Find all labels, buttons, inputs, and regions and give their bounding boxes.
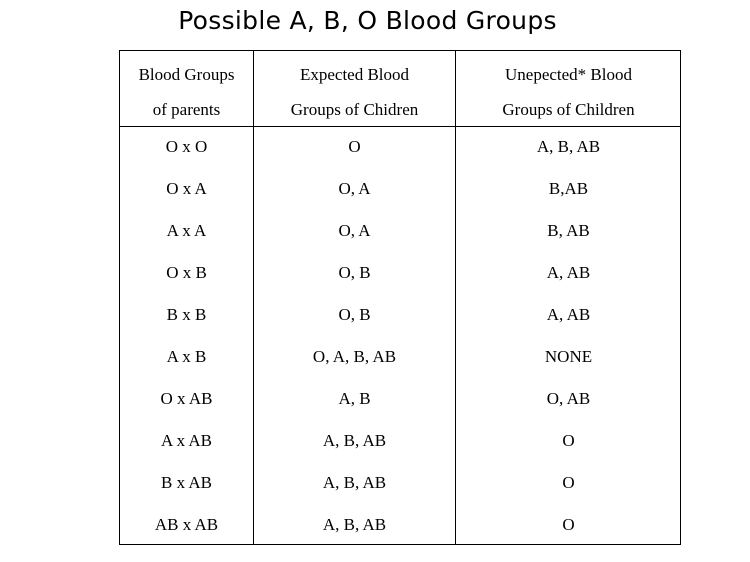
cell-expected: A, B, AB xyxy=(322,515,387,534)
cell-parents: O x A xyxy=(166,179,207,198)
cell-unexpected: A, AB xyxy=(546,263,591,282)
cell-expected: O, A xyxy=(338,221,371,240)
cell-expected: A, B, AB xyxy=(322,473,387,492)
cell-parents: AB x AB xyxy=(154,515,219,534)
cell-unexpected: O, AB xyxy=(546,389,591,408)
cell-expected: O, A, B, AB xyxy=(312,347,397,366)
cell-parents: A x B xyxy=(166,347,207,366)
header-parents: Blood Groups of parents xyxy=(120,57,253,127)
cell-unexpected: A, B, AB xyxy=(536,137,601,156)
cell-parents: A x A xyxy=(166,221,207,240)
cell-expected: O, B xyxy=(338,305,371,324)
cell-parents: B x B xyxy=(166,305,207,324)
cell-unexpected: A, AB xyxy=(546,305,591,324)
cell-unexpected: B, AB xyxy=(547,221,590,240)
cell-expected: O xyxy=(348,137,361,156)
header-line: Groups of Children xyxy=(502,100,635,119)
header-line: Groups of Chidren xyxy=(290,100,419,119)
column-divider xyxy=(455,51,456,544)
cell-unexpected: NONE xyxy=(544,347,593,366)
header-line: Unepected* Blood xyxy=(505,65,632,84)
cell-unexpected: O xyxy=(562,431,575,450)
cell-parents: O x AB xyxy=(160,389,213,408)
cell-unexpected: O xyxy=(562,515,575,534)
blood-group-table: Blood Groups of parents Expected Blood G… xyxy=(119,50,681,545)
cell-parents: O x O xyxy=(165,137,208,156)
page-title: Possible A, B, O Blood Groups xyxy=(178,6,557,35)
header-divider xyxy=(120,126,680,127)
header-expected: Expected Blood Groups of Chidren xyxy=(254,57,455,127)
cell-unexpected: B,AB xyxy=(548,179,589,198)
column-divider xyxy=(253,51,254,544)
cell-unexpected: O xyxy=(562,473,575,492)
cell-parents: O x B xyxy=(166,263,207,282)
cell-expected: A, B xyxy=(338,389,371,408)
cell-expected: A, B, AB xyxy=(322,431,387,450)
header-unexpected: Unepected* Blood Groups of Children xyxy=(456,57,681,127)
header-line: of parents xyxy=(152,100,221,119)
cell-expected: O, A xyxy=(338,179,371,198)
header-line: Blood Groups xyxy=(138,65,235,84)
cell-expected: O, B xyxy=(338,263,371,282)
header-line: Expected Blood xyxy=(299,65,410,84)
cell-parents: B x AB xyxy=(160,473,213,492)
cell-parents: A x AB xyxy=(160,431,213,450)
